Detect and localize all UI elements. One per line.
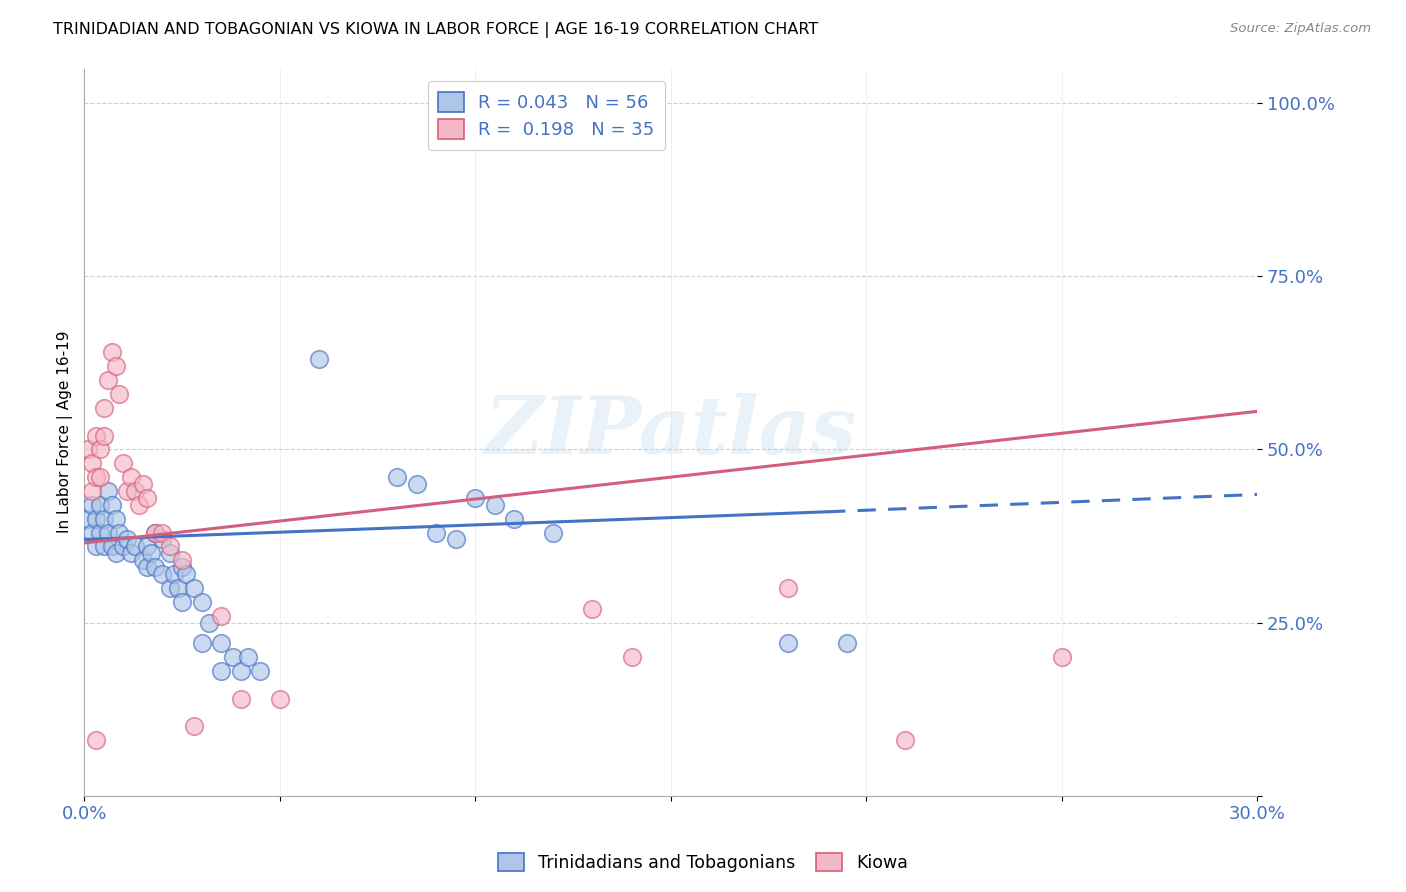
Point bbox=[93, 512, 115, 526]
Point bbox=[97, 373, 120, 387]
Point bbox=[776, 636, 799, 650]
Point bbox=[100, 498, 122, 512]
Point bbox=[159, 581, 181, 595]
Point bbox=[89, 498, 111, 512]
Point bbox=[167, 581, 190, 595]
Legend: Trinidadians and Tobagonians, Kiowa: Trinidadians and Tobagonians, Kiowa bbox=[491, 847, 915, 879]
Point bbox=[152, 525, 174, 540]
Point bbox=[269, 691, 291, 706]
Text: Source: ZipAtlas.com: Source: ZipAtlas.com bbox=[1230, 22, 1371, 36]
Point bbox=[124, 540, 146, 554]
Point bbox=[89, 470, 111, 484]
Point bbox=[84, 733, 107, 747]
Point bbox=[209, 636, 232, 650]
Point bbox=[1050, 650, 1073, 665]
Point bbox=[229, 664, 252, 678]
Point bbox=[143, 525, 166, 540]
Point bbox=[152, 533, 174, 547]
Point bbox=[104, 546, 127, 560]
Point bbox=[89, 525, 111, 540]
Point bbox=[143, 525, 166, 540]
Point bbox=[89, 442, 111, 457]
Point bbox=[84, 540, 107, 554]
Point bbox=[108, 387, 131, 401]
Point bbox=[108, 525, 131, 540]
Point bbox=[444, 533, 467, 547]
Point bbox=[170, 553, 193, 567]
Point bbox=[222, 650, 245, 665]
Point bbox=[97, 483, 120, 498]
Point bbox=[84, 512, 107, 526]
Point bbox=[620, 650, 643, 665]
Point bbox=[209, 608, 232, 623]
Point bbox=[82, 483, 104, 498]
Point bbox=[124, 483, 146, 498]
Point bbox=[190, 636, 212, 650]
Point bbox=[97, 525, 120, 540]
Point bbox=[117, 483, 139, 498]
Point bbox=[183, 581, 205, 595]
Point bbox=[120, 470, 142, 484]
Point bbox=[543, 525, 565, 540]
Point bbox=[198, 615, 221, 630]
Point bbox=[159, 546, 181, 560]
Point bbox=[170, 560, 193, 574]
Point bbox=[84, 428, 107, 442]
Point bbox=[84, 470, 107, 484]
Point bbox=[183, 719, 205, 733]
Point bbox=[238, 650, 260, 665]
Point bbox=[894, 733, 917, 747]
Point bbox=[143, 560, 166, 574]
Point bbox=[174, 567, 197, 582]
Point bbox=[163, 567, 186, 582]
Point bbox=[135, 560, 157, 574]
Point bbox=[100, 345, 122, 359]
Y-axis label: In Labor Force | Age 16-19: In Labor Force | Age 16-19 bbox=[58, 331, 73, 533]
Point bbox=[104, 512, 127, 526]
Point bbox=[104, 359, 127, 374]
Point bbox=[581, 601, 603, 615]
Point bbox=[385, 470, 408, 484]
Point bbox=[93, 540, 115, 554]
Point bbox=[405, 477, 427, 491]
Point bbox=[120, 546, 142, 560]
Point bbox=[135, 540, 157, 554]
Point bbox=[135, 491, 157, 505]
Point bbox=[77, 512, 100, 526]
Point bbox=[190, 595, 212, 609]
Point bbox=[159, 540, 181, 554]
Point bbox=[209, 664, 232, 678]
Point bbox=[229, 691, 252, 706]
Point bbox=[128, 498, 150, 512]
Point bbox=[170, 595, 193, 609]
Point bbox=[132, 477, 155, 491]
Point bbox=[464, 491, 486, 505]
Point bbox=[117, 533, 139, 547]
Point bbox=[82, 498, 104, 512]
Point bbox=[82, 456, 104, 470]
Point bbox=[132, 553, 155, 567]
Point bbox=[93, 401, 115, 415]
Point bbox=[835, 636, 858, 650]
Point bbox=[776, 581, 799, 595]
Legend: R = 0.043   N = 56, R =  0.198   N = 35: R = 0.043 N = 56, R = 0.198 N = 35 bbox=[427, 81, 665, 150]
Point bbox=[112, 540, 135, 554]
Point bbox=[308, 352, 330, 367]
Point bbox=[82, 525, 104, 540]
Point bbox=[249, 664, 271, 678]
Point bbox=[139, 546, 162, 560]
Point bbox=[152, 567, 174, 582]
Point bbox=[503, 512, 526, 526]
Point bbox=[112, 456, 135, 470]
Text: ZIPatlas: ZIPatlas bbox=[485, 393, 856, 471]
Point bbox=[484, 498, 506, 512]
Point bbox=[93, 428, 115, 442]
Point bbox=[77, 442, 100, 457]
Point bbox=[100, 540, 122, 554]
Text: TRINIDADIAN AND TOBAGONIAN VS KIOWA IN LABOR FORCE | AGE 16-19 CORRELATION CHART: TRINIDADIAN AND TOBAGONIAN VS KIOWA IN L… bbox=[53, 22, 818, 38]
Point bbox=[425, 525, 447, 540]
